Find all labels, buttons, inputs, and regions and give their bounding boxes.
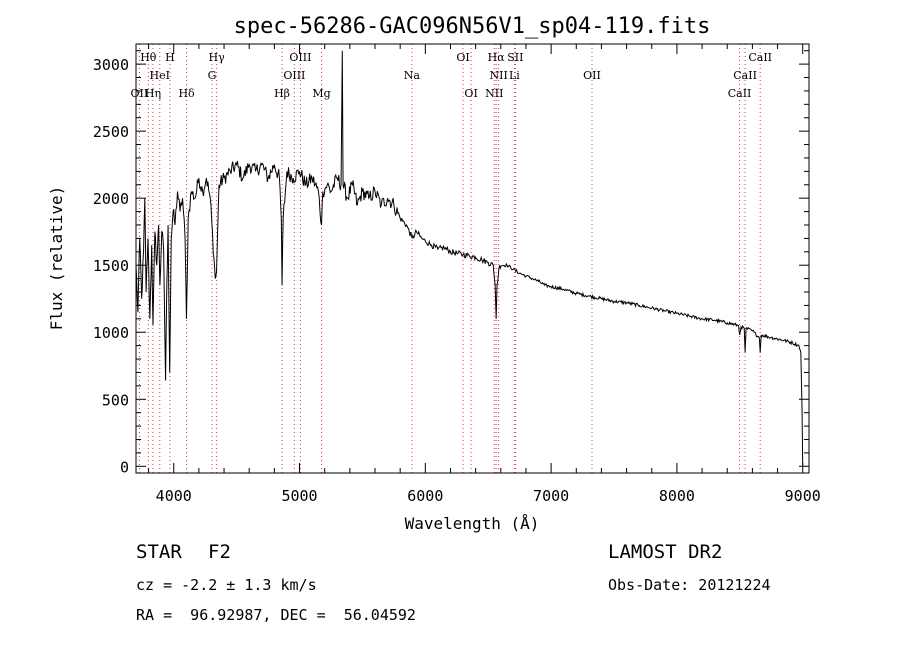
object-subclass: F2 bbox=[208, 541, 231, 563]
y-axis-label: Flux (relative) bbox=[47, 186, 66, 331]
spectral-line-label: Hγ bbox=[209, 51, 226, 64]
spectral-line-label: OIII bbox=[289, 51, 311, 64]
spectral-line-label: CaII bbox=[728, 87, 752, 100]
spectral-line-label: Li bbox=[509, 69, 520, 82]
spectral-line-label: Hβ bbox=[274, 87, 290, 100]
x-axis-label: Wavelength (Å) bbox=[405, 514, 540, 533]
y-tick-label: 2000 bbox=[93, 190, 129, 208]
y-tick-label: 0 bbox=[120, 458, 129, 476]
spectral-line-label: HeI bbox=[150, 69, 170, 82]
spectral-line-label: NII bbox=[485, 87, 503, 100]
y-tick-label: 3000 bbox=[93, 56, 129, 74]
spectral-line-label: NII bbox=[490, 69, 508, 82]
plot-frame bbox=[135, 43, 810, 474]
spectral-line-label: OI bbox=[464, 87, 477, 100]
x-tick-label: 4000 bbox=[156, 487, 192, 505]
spectral-line-label: Hθ bbox=[140, 51, 157, 64]
y-axis: 0 500 1000 1500 2000 2500 3000 bbox=[93, 50, 809, 476]
spectral-line-label: OII bbox=[131, 87, 149, 100]
spectral-line-label: Na bbox=[404, 69, 421, 82]
spectral-line-label: H bbox=[165, 51, 175, 64]
spectral-line-label: CaII bbox=[748, 51, 772, 64]
object-class: STAR bbox=[136, 541, 182, 563]
spectral-line-label: OII bbox=[583, 69, 601, 82]
spectral-line-label: SII bbox=[507, 51, 523, 64]
y-tick-label: 500 bbox=[102, 391, 129, 409]
x-tick-label: 6000 bbox=[407, 487, 443, 505]
redshift-cz: cz = -2.2 ± 1.3 km/s bbox=[136, 576, 317, 594]
spectral-line-label: CaII bbox=[733, 69, 757, 82]
spectrum-series-line bbox=[135, 50, 804, 467]
x-tick-label: 7000 bbox=[533, 487, 569, 505]
spectral-line-label: OIII bbox=[283, 69, 305, 82]
chart-title: spec-56286-GAC096N56V1_sp04-119.fits bbox=[234, 14, 711, 39]
x-tick-label: 8000 bbox=[659, 487, 695, 505]
y-tick-label: 1000 bbox=[93, 324, 129, 342]
survey-name: LAMOST DR2 bbox=[608, 541, 723, 563]
observation-date: Obs-Date: 20121224 bbox=[608, 576, 771, 594]
coordinates: RA = 96.92987, DEC = 56.04592 bbox=[136, 606, 416, 624]
spectral-line-markers bbox=[138, 44, 761, 473]
x-tick-label: 5000 bbox=[281, 487, 317, 505]
y-tick-label: 2500 bbox=[93, 123, 129, 141]
spectral-line-label: Mg bbox=[312, 87, 330, 100]
y-tick-label: 1500 bbox=[93, 257, 129, 275]
x-tick-label: 9000 bbox=[785, 487, 821, 505]
spectral-line-label: Hη bbox=[145, 87, 161, 100]
spectral-line-label: OI bbox=[456, 51, 469, 64]
spectral-line-label: G bbox=[208, 69, 217, 82]
spectral-line-label: Hα bbox=[488, 51, 506, 64]
x-axis: 4000 5000 6000 7000 8000 9000 bbox=[148, 44, 821, 505]
spectral-line-label: Hδ bbox=[178, 87, 195, 100]
